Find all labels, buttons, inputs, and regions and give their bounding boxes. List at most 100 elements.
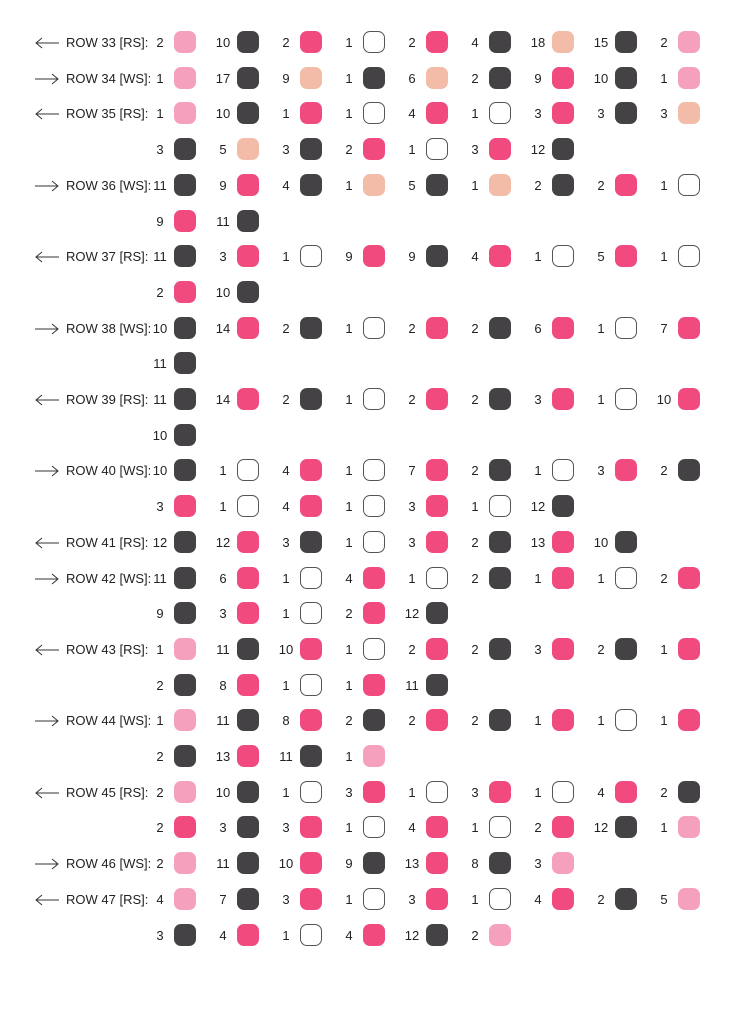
white-color-swatch-icon: [300, 567, 322, 589]
dark-color-swatch-icon: [489, 709, 511, 731]
dark-color-swatch-icon: [174, 602, 196, 624]
stitch-count: 3: [660, 106, 668, 121]
stitch-count: 2: [534, 178, 542, 193]
stitch-count: 1: [534, 249, 542, 264]
dark-color-swatch-icon: [615, 638, 637, 660]
arrow-right-icon: [34, 69, 60, 89]
dark-color-swatch-icon: [615, 67, 637, 89]
arrow-right-icon: [34, 176, 60, 196]
dark-color-swatch-icon: [300, 388, 322, 410]
stitch-count: 1: [597, 321, 605, 336]
arrow-left-icon: [34, 247, 60, 267]
hot-color-swatch-icon: [426, 816, 448, 838]
stitch-count: 2: [597, 642, 605, 657]
dark-color-swatch-icon: [426, 174, 448, 196]
hot-color-swatch-icon: [426, 638, 448, 660]
hot-color-swatch-icon: [363, 245, 385, 267]
stitch-count: 12: [530, 499, 546, 514]
dark-color-swatch-icon: [300, 317, 322, 339]
hot-color-swatch-icon: [426, 888, 448, 910]
stitch-count: 4: [282, 463, 290, 478]
dark-color-swatch-icon: [174, 745, 196, 767]
hot-color-swatch-icon: [552, 888, 574, 910]
stitch-count: 8: [219, 678, 227, 693]
stitch-count: 5: [660, 892, 668, 907]
pattern-row-line: ROW 42 [WS]: 11 6 1 4 1 2 1 1 2: [0, 566, 736, 592]
white-color-swatch-icon: [363, 888, 385, 910]
stitch-count: 1: [660, 642, 668, 657]
dark-color-swatch-icon: [552, 138, 574, 160]
stitch-count: 2: [471, 71, 479, 86]
dark-color-swatch-icon: [237, 67, 259, 89]
white-color-swatch-icon: [300, 924, 322, 946]
hot-color-swatch-icon: [300, 31, 322, 53]
stitch-count: 5: [597, 249, 605, 264]
white-color-swatch-icon: [489, 102, 511, 124]
pattern-row-line: ROW 47 [RS]: 4 7 3 1 3 1 4 2 5: [0, 887, 736, 913]
stitch-count: 3: [408, 892, 416, 907]
hot-color-swatch-icon: [678, 638, 700, 660]
stitch-count: 1: [660, 71, 668, 86]
stitch-count: 1: [345, 392, 353, 407]
white-color-swatch-icon: [363, 638, 385, 660]
hot-color-swatch-icon: [615, 174, 637, 196]
dark-color-swatch-icon: [489, 388, 511, 410]
row-label: ROW 40 [WS]:: [66, 463, 152, 478]
stitch-count: 11: [216, 713, 230, 728]
stitch-count: 3: [219, 820, 227, 835]
stitch-count: 9: [156, 214, 164, 229]
stitch-count: 3: [219, 606, 227, 621]
peach-color-swatch-icon: [363, 174, 385, 196]
stitch-count: 10: [152, 321, 168, 336]
dark-color-swatch-icon: [489, 31, 511, 53]
stitch-count: 11: [216, 214, 230, 229]
pattern-row-line: 11: [0, 351, 736, 377]
stitch-count: 1: [471, 106, 479, 121]
stitch-count: 1: [282, 678, 290, 693]
stitch-count: 1: [345, 463, 353, 478]
stitch-count: 10: [152, 428, 168, 443]
hot-color-swatch-icon: [363, 567, 385, 589]
stitch-count: 2: [660, 35, 668, 50]
dark-color-swatch-icon: [174, 674, 196, 696]
stitch-count: 1: [534, 785, 542, 800]
row-label: ROW 34 [WS]:: [66, 71, 152, 86]
stitch-count: 1: [282, 606, 290, 621]
hot-color-swatch-icon: [615, 781, 637, 803]
stitch-count: 3: [282, 892, 290, 907]
stitch-count: 1: [471, 820, 479, 835]
stitch-count: 10: [215, 785, 231, 800]
dark-color-swatch-icon: [300, 531, 322, 553]
stitch-count: 1: [660, 713, 668, 728]
stitch-count: 7: [660, 321, 668, 336]
dark-color-swatch-icon: [174, 245, 196, 267]
hot-color-swatch-icon: [237, 317, 259, 339]
pattern-row-line: ROW 39 [RS]: 11 14 2 1 2 2 3 1 10: [0, 387, 736, 413]
white-color-swatch-icon: [300, 602, 322, 624]
row-label: ROW 46 [WS]:: [66, 856, 152, 871]
stitch-count: 2: [597, 178, 605, 193]
stitch-count: 1: [282, 785, 290, 800]
stitch-count: 3: [534, 642, 542, 657]
pattern-row-line: ROW 45 [RS]: 2 10 1 3 1 3 1 4 2: [0, 780, 736, 806]
arrow-left-icon: [34, 640, 60, 660]
stitch-count: 1: [345, 321, 353, 336]
stitch-count: 1: [219, 463, 227, 478]
dark-color-swatch-icon: [174, 317, 196, 339]
dark-color-swatch-icon: [426, 924, 448, 946]
pink-color-swatch-icon: [489, 924, 511, 946]
dark-color-swatch-icon: [237, 210, 259, 232]
stitch-count: 1: [345, 106, 353, 121]
stitch-count: 2: [282, 392, 290, 407]
stitch-count: 3: [471, 785, 479, 800]
pattern-row-line: 3 4 1 4 12 2: [0, 923, 736, 949]
hot-color-swatch-icon: [426, 459, 448, 481]
hot-color-swatch-icon: [552, 709, 574, 731]
stitch-count: 1: [345, 499, 353, 514]
dark-color-swatch-icon: [174, 174, 196, 196]
stitch-count: 1: [282, 571, 290, 586]
dark-color-swatch-icon: [552, 495, 574, 517]
dark-color-swatch-icon: [237, 816, 259, 838]
stitch-count: 2: [471, 642, 479, 657]
dark-color-swatch-icon: [615, 888, 637, 910]
